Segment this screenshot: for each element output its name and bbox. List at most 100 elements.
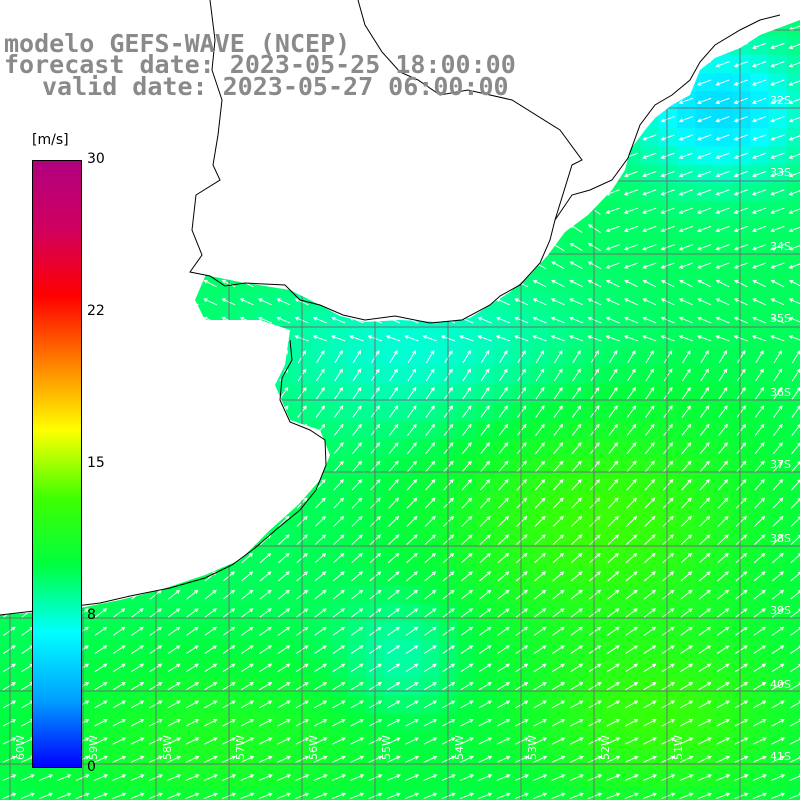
wind-arrow xyxy=(696,225,712,233)
wind-arrow xyxy=(477,335,492,342)
wind-arrow xyxy=(389,386,399,400)
valid-date: valid date: 2023-05-27 06:00:00 xyxy=(42,72,509,101)
wind-arrow xyxy=(131,626,144,636)
wind-arrow xyxy=(332,571,345,582)
wind-arrow xyxy=(259,571,272,582)
wind-arrow xyxy=(459,792,475,800)
wind-arrow xyxy=(678,335,693,342)
wind-arrow xyxy=(773,349,782,364)
wind-arrow xyxy=(240,755,255,763)
wind-arrow xyxy=(642,774,658,781)
wind-arrow xyxy=(569,737,584,745)
wind-arrow xyxy=(772,515,784,527)
wind-arrow xyxy=(131,645,144,654)
wind-arrow xyxy=(423,792,438,800)
wind-arrow xyxy=(386,737,401,745)
field-cell xyxy=(329,786,349,800)
wind-arrow xyxy=(699,515,711,527)
wind-arrow xyxy=(259,682,273,691)
wind-arrow xyxy=(642,244,657,251)
wind-arrow xyxy=(678,170,693,178)
wind-arrow xyxy=(626,515,638,527)
wind-arrow xyxy=(733,316,748,324)
wind-arrow xyxy=(733,298,748,306)
wind-arrow xyxy=(425,442,436,455)
wind-arrow xyxy=(663,349,673,364)
wind-arrow xyxy=(788,135,800,141)
wind-arrow xyxy=(186,645,199,654)
colorbar xyxy=(32,160,82,768)
wind-arrow xyxy=(241,626,254,636)
wind-arrow xyxy=(352,442,362,455)
wind-arrow xyxy=(770,262,785,269)
wind-arrow xyxy=(535,349,545,364)
lon-label: 52W xyxy=(599,735,612,760)
wind-arrow xyxy=(424,608,437,618)
wind-arrow xyxy=(570,626,584,636)
wind-arrow xyxy=(351,460,363,473)
wind-arrow xyxy=(645,386,655,400)
wind-arrow xyxy=(278,515,290,527)
wind-arrow xyxy=(607,552,620,564)
wind-arrow xyxy=(131,663,145,673)
wind-arrow xyxy=(696,152,712,159)
wind-arrow xyxy=(349,335,364,342)
wind-arrow xyxy=(642,152,657,159)
wind-arrow xyxy=(333,423,344,436)
wind-arrow xyxy=(606,682,620,691)
wind-arrow xyxy=(588,663,602,673)
wind-arrow xyxy=(699,497,711,509)
wind-arrow xyxy=(351,479,363,491)
wind-arrow xyxy=(587,335,602,342)
wind-arrow xyxy=(407,405,417,418)
wind-arrow xyxy=(660,152,675,159)
wind-arrow xyxy=(661,663,675,673)
wind-arrow xyxy=(681,442,692,455)
wind-arrow xyxy=(112,792,127,800)
wind-arrow xyxy=(203,774,218,781)
wind-arrow xyxy=(313,682,328,691)
wind-arrow xyxy=(516,534,528,545)
wind-arrow xyxy=(552,534,565,545)
wind-arrow xyxy=(351,571,364,582)
wind-arrow xyxy=(479,589,492,600)
wind-arrow xyxy=(625,552,638,564)
wind-arrow xyxy=(755,368,764,382)
field-cell xyxy=(549,786,568,800)
wind-arrow xyxy=(533,774,548,781)
wind-arrow xyxy=(168,589,181,600)
wind-arrow xyxy=(424,534,436,545)
wind-arrow xyxy=(771,792,786,800)
wind-arrow xyxy=(57,774,72,781)
wind-arrow xyxy=(645,368,655,382)
wind-arrow xyxy=(789,792,800,800)
wind-arrow xyxy=(331,792,347,800)
wind-arrow xyxy=(679,279,693,288)
wind-arrow xyxy=(461,497,473,509)
wind-arrow xyxy=(606,792,621,800)
wind-arrow xyxy=(605,316,620,324)
wind-arrow xyxy=(753,645,767,654)
wind-arrow xyxy=(678,316,693,324)
wind-arrow xyxy=(460,737,474,745)
wind-arrow xyxy=(697,792,713,800)
wind-arrow xyxy=(736,479,747,491)
field-cell xyxy=(786,640,800,660)
wind-arrow xyxy=(259,589,272,600)
wind-arrow xyxy=(770,335,785,342)
wind-arrow xyxy=(699,460,710,473)
wind-arrow xyxy=(751,225,767,233)
field-cell xyxy=(768,786,788,800)
wind-arrow xyxy=(461,534,473,545)
wind-arrow xyxy=(496,700,511,709)
wind-arrow xyxy=(660,207,675,214)
wind-arrow xyxy=(753,700,767,709)
wind-arrow xyxy=(332,719,346,727)
wind-arrow xyxy=(423,755,438,763)
lat-label: 39S xyxy=(770,604,791,617)
wind-arrow xyxy=(715,279,730,288)
wind-arrow xyxy=(700,405,710,418)
wind-arrow xyxy=(589,571,601,582)
wind-arrow xyxy=(185,663,199,673)
wind-arrow xyxy=(770,134,785,141)
